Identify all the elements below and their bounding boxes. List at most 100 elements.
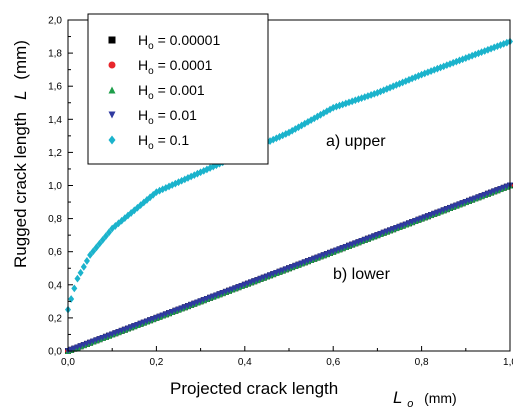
x-axis-subscript: o	[407, 398, 413, 410]
data-point	[102, 232, 109, 240]
y-axis-title: Rugged crack length	[11, 112, 30, 268]
data-point	[150, 190, 157, 199]
data-point	[169, 181, 176, 189]
data-point	[106, 228, 113, 237]
data-point	[409, 74, 416, 83]
x-tick-label: 0,0	[61, 357, 75, 368]
data-point	[298, 121, 305, 130]
legend-item: Ho = 0.0001	[108, 57, 213, 77]
data-point	[93, 243, 100, 252]
data-point	[71, 284, 78, 293]
data-point	[349, 97, 356, 106]
data-point	[393, 81, 400, 89]
data-point	[80, 262, 87, 271]
data-point	[194, 169, 201, 178]
data-point	[364, 92, 371, 100]
data-point	[112, 222, 119, 230]
x-tick-label: 0,6	[326, 357, 340, 368]
data-point	[77, 268, 84, 277]
legend-box	[87, 13, 269, 165]
data-point	[128, 209, 135, 217]
x-tick-label: 1,0	[503, 357, 513, 368]
legend-label: Ho = 0.01	[138, 107, 197, 127]
data-point	[418, 70, 425, 79]
data-point	[68, 295, 75, 303]
data-point	[443, 61, 450, 70]
data-point	[83, 257, 90, 265]
data-point	[320, 109, 327, 117]
data-point	[311, 114, 318, 123]
svg-text:L (mm): L (mm)	[11, 40, 30, 100]
y-tick-label: 0,6	[48, 247, 62, 258]
legend-label: Ho = 0.001	[138, 82, 205, 102]
series-4	[65, 182, 513, 354]
data-point	[333, 102, 340, 111]
x-axis-title: Projected crack length	[170, 379, 338, 398]
data-point	[188, 172, 195, 181]
annotation-lower: b) lower	[333, 266, 391, 283]
annotation-upper: a) upper	[326, 133, 386, 150]
data-point	[99, 235, 106, 244]
legend-item: Ho = 0.001	[108, 82, 205, 102]
data-point	[295, 123, 302, 132]
legend-item: Ho = 0.01	[108, 107, 197, 127]
y-tick-label: 1,4	[48, 115, 62, 126]
y-tick-label: 0,8	[48, 214, 62, 225]
data-point	[200, 166, 207, 175]
y-tick-label: 1,0	[48, 181, 62, 192]
x-axis-unit-text: (mm)	[424, 390, 457, 406]
data-point	[339, 100, 346, 109]
data-point	[355, 95, 362, 104]
data-point	[390, 82, 397, 91]
data-point	[213, 161, 220, 170]
data-point	[308, 116, 315, 125]
data-point	[368, 91, 375, 99]
data-point	[405, 75, 412, 84]
x-axis-label: Projected crack length	[170, 379, 338, 398]
data-point	[156, 186, 163, 195]
y-tick-label: 0,2	[48, 313, 62, 324]
legend-marker	[108, 135, 116, 145]
data-point	[143, 196, 150, 204]
y-tick-label: 0,0	[48, 347, 62, 358]
data-point	[292, 125, 299, 133]
y-tick-label: 1,6	[48, 82, 62, 93]
data-point	[134, 203, 141, 212]
y-tick-label: 1,8	[48, 49, 62, 60]
y-axis-unit: L (mm)	[11, 40, 30, 100]
data-point	[96, 239, 103, 248]
y-tick-label: 2,0	[48, 16, 62, 27]
y-axis-symbol: L	[11, 90, 30, 99]
x-axis-unit: L o (mm)	[393, 388, 457, 411]
data-point	[327, 105, 334, 114]
data-point	[74, 274, 81, 283]
data-point	[162, 183, 169, 192]
data-point	[118, 216, 125, 225]
data-point	[175, 178, 182, 187]
legend-item: Ho = 0.1	[108, 132, 189, 152]
data-point	[87, 251, 94, 259]
legend-label: Ho = 0.0001	[138, 57, 213, 77]
series-layer	[65, 37, 513, 354]
legend-marker	[108, 86, 116, 94]
data-point	[415, 72, 422, 80]
data-point	[424, 68, 431, 77]
data-point	[207, 164, 214, 172]
data-point	[358, 94, 365, 103]
legend-item: Ho = 0.00001	[108, 32, 220, 52]
data-point	[374, 88, 381, 97]
legend-label: Ho = 0.00001	[138, 32, 220, 52]
y-tick-label: 1,2	[48, 148, 62, 159]
data-point	[377, 87, 384, 96]
data-point	[181, 175, 188, 184]
x-tick-label: 0,4	[238, 357, 252, 368]
x-tick-label: 0,2	[149, 357, 163, 368]
y-axis-label: Rugged crack length	[11, 112, 30, 268]
legend-marker	[108, 61, 116, 69]
data-point	[90, 247, 97, 256]
legend: Ho = 0.00001 Ho = 0.0001 Ho = 0.001 Ho = 0.…	[87, 13, 269, 165]
y-axis-unit-text: (mm)	[11, 40, 30, 80]
legend-label: Ho = 0.1	[138, 132, 189, 152]
data-point	[301, 119, 308, 128]
